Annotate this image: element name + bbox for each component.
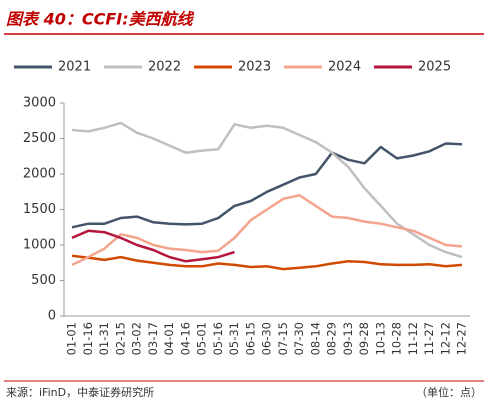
series-line bbox=[71, 121, 463, 259]
x-tick-label: 12-12 bbox=[438, 322, 452, 355]
legend-label: 2023 bbox=[238, 60, 271, 75]
series-line bbox=[71, 229, 235, 263]
x-tick-label: 03-02 bbox=[130, 322, 144, 355]
y-tick-label: 1500 bbox=[23, 202, 56, 217]
x-tick-label: 07-30 bbox=[292, 322, 306, 355]
x-tick-label: 08-14 bbox=[308, 322, 322, 355]
legend-label: 2025 bbox=[418, 60, 451, 75]
x-tick-label: 08-29 bbox=[325, 322, 339, 355]
x-tick-label: 09-28 bbox=[357, 322, 371, 355]
x-tick-label: 02-15 bbox=[113, 322, 127, 355]
series-line bbox=[71, 194, 463, 267]
source: 来源：iFinD，中泰证券研究所 bbox=[6, 385, 154, 399]
y-tick-label: 2000 bbox=[23, 167, 56, 182]
x-tick-label: 05-16 bbox=[211, 322, 225, 355]
x-tick-label: 09-13 bbox=[341, 322, 355, 355]
x-tick-label: 01-31 bbox=[97, 322, 111, 355]
x-tick-label: 10-28 bbox=[390, 322, 404, 355]
x-tick-label: 05-01 bbox=[195, 322, 209, 355]
x-tick-label: 04-01 bbox=[162, 322, 176, 355]
x-tick-label: 04-16 bbox=[178, 322, 192, 355]
x-tick-label: 06-30 bbox=[260, 322, 274, 355]
y-tick-label: 500 bbox=[31, 273, 56, 288]
x-tick-label: 11-27 bbox=[422, 322, 436, 355]
y-tick-label: 0 bbox=[48, 309, 56, 324]
y-tick-label: 1000 bbox=[23, 238, 56, 253]
y-tick-label: 2500 bbox=[23, 131, 56, 146]
x-tick-label: 12-27 bbox=[455, 322, 469, 355]
legend-label: 2021 bbox=[58, 60, 91, 75]
series-line bbox=[71, 254, 463, 271]
x-tick-label: 01-01 bbox=[65, 322, 79, 355]
x-tick-label: 03-17 bbox=[146, 322, 160, 355]
x-tick-label: 01-16 bbox=[81, 322, 95, 355]
x-tick-label: 07-15 bbox=[276, 322, 290, 355]
x-tick-label: 06-15 bbox=[243, 322, 257, 355]
x-tick-label: 11-12 bbox=[406, 322, 420, 355]
legend-label: 2024 bbox=[328, 60, 361, 75]
series-line bbox=[71, 142, 463, 229]
x-tick-label: 10-13 bbox=[373, 322, 387, 355]
y-tick-label: 3000 bbox=[23, 96, 56, 111]
chart-title: 图表 40：CCFI:美西航线 bbox=[6, 10, 195, 29]
legend-label: 2022 bbox=[148, 60, 181, 75]
unit: （单位：点） bbox=[416, 385, 482, 399]
x-tick-label: 05-31 bbox=[227, 322, 241, 355]
